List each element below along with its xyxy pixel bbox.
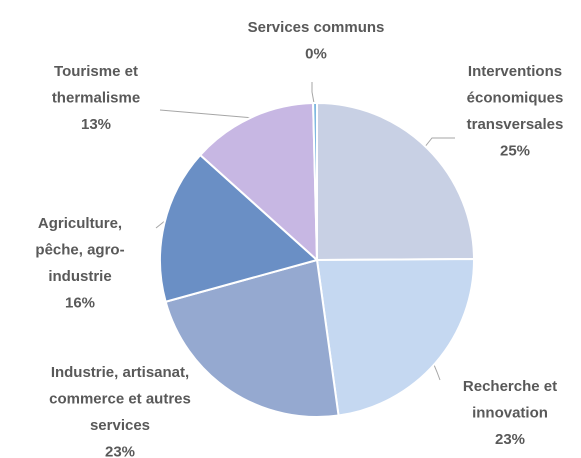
- slice-value-label: 16%: [65, 294, 95, 311]
- labels: Interventions économiques transversales 25%…: [35, 19, 563, 458]
- slice-label: Industrie, artisanat, commerce et autres s…: [49, 364, 191, 434]
- leader-line: [159, 109, 255, 119]
- pie-slice: [315, 258, 475, 417]
- pie-slice: [159, 153, 320, 303]
- pie-slice: [316, 101, 476, 262]
- slice-label: Agriculture, pêche, agro-industrie: [35, 215, 124, 285]
- pie-slice: [312, 101, 318, 261]
- slice-value-label: 23%: [105, 443, 135, 458]
- leader-line: [423, 137, 455, 149]
- slice-value-label: 23%: [495, 431, 525, 448]
- slice-label: Tourisme et thermalisme: [52, 63, 140, 107]
- leader-line: [311, 82, 315, 104]
- slice-value-label: 13%: [81, 116, 111, 133]
- slice-label: Interventions économiques transversales: [467, 63, 564, 133]
- pie: [159, 101, 476, 418]
- leader-lines: [155, 82, 455, 381]
- slice-value-label: 0%: [305, 45, 327, 62]
- slice-label: Services communs: [248, 19, 385, 36]
- pie-slice: [198, 102, 319, 263]
- slice-value-label: 25%: [500, 142, 530, 159]
- pie-slice: [164, 258, 340, 418]
- slice-label: Recherche et innovation: [463, 378, 557, 422]
